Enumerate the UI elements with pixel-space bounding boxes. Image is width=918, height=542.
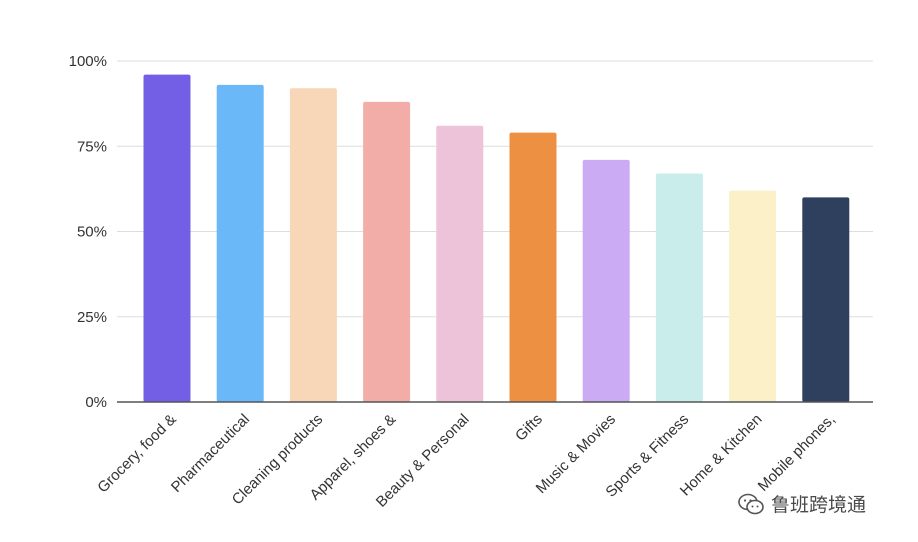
x-category-label: Gifts <box>512 411 546 445</box>
y-tick-label: 100% <box>69 53 107 70</box>
bar <box>582 159 630 402</box>
y-tick-label: 0% <box>85 394 107 411</box>
y-tick-label: 75% <box>77 138 107 155</box>
watermark: 鲁班跨境通 <box>737 490 866 517</box>
bar <box>509 132 557 403</box>
bar <box>655 173 703 402</box>
bar <box>363 101 411 403</box>
x-category-label: Mobile phones, <box>755 411 839 495</box>
bar <box>436 125 484 402</box>
bar <box>216 84 264 403</box>
wechat-icon <box>738 493 764 514</box>
y-axis-tick-labels: 0% 25% 50% 75% 100% <box>69 53 107 411</box>
bars <box>143 74 850 403</box>
watermark-text: 鲁班跨境通 <box>771 494 867 516</box>
y-tick-label: 25% <box>77 309 107 326</box>
y-tick-label: 50% <box>77 224 107 241</box>
bar <box>802 197 850 402</box>
x-category-label: Pharmaceutical <box>168 411 253 496</box>
bar <box>729 190 777 402</box>
bar <box>289 88 337 402</box>
bar <box>143 74 191 402</box>
